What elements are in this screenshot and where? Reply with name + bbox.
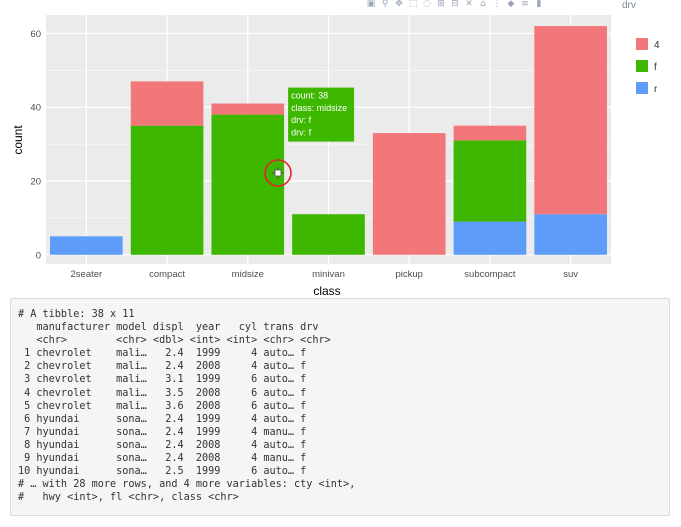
x-tick-label: pickup <box>395 269 422 280</box>
x-tick-label: minivan <box>312 269 345 280</box>
bar-chart: 0 20 40 60 2seater compact midsize minivan pick… <box>11 15 660 296</box>
lasso-icon[interactable]: ◌ <box>423 0 431 9</box>
bar-pickup-4[interactable] <box>372 133 446 255</box>
tooltip-line: drv: f <box>291 128 312 138</box>
spike-lines-icon[interactable]: ⋮ <box>492 0 502 9</box>
y-axis-title: count <box>11 125 25 155</box>
x-tick-label: suv <box>563 269 578 280</box>
legend-item-f[interactable]: f <box>636 60 657 73</box>
zoom-icon[interactable]: ⚲ <box>381 0 389 9</box>
bar-subcompact-f[interactable] <box>453 140 527 222</box>
hover-compare-icon[interactable]: ≡ <box>521 0 529 9</box>
tooltip-line: count: 38 <box>291 91 328 101</box>
console-line: # hwy <int>, fl <chr>, class <chr> <box>18 492 239 504</box>
bar-suv-r[interactable] <box>534 214 607 255</box>
console-line: # … with 28 more rows, and 4 more variab… <box>18 479 356 491</box>
legend-item-r[interactable]: r <box>636 82 658 95</box>
console-line: 6 hyundai sona… 2.4 1999 4 auto… f <box>18 413 307 425</box>
legend-title-fragment: drv <box>622 0 636 11</box>
console-line: 1 chevrolet mali… 2.4 1999 4 auto… f <box>18 348 307 360</box>
console-line: manufacturer model displ year cyl trans … <box>18 322 319 334</box>
plotly-logo-icon[interactable]: ▮ <box>536 0 542 9</box>
modebar: ▣ ⚲ ✥ ⬚ ◌ ⊞ ⊟ ✕ ⌂ ⋮ ◆ ≡ ▮ <box>366 0 544 10</box>
zoom-in-icon[interactable]: ⊞ <box>437 0 445 9</box>
y-tick-label: 0 <box>36 250 41 261</box>
bar-compact-4[interactable] <box>130 81 204 126</box>
tooltip-box <box>288 87 355 142</box>
legend-item-4[interactable]: 4 <box>636 38 660 51</box>
console-line: 8 hyundai sona… 2.4 2008 4 auto… f <box>18 439 307 451</box>
bar-compact-f[interactable] <box>130 125 204 255</box>
legend-label: 4 <box>654 40 660 51</box>
autoscale-icon[interactable]: ✕ <box>465 0 473 9</box>
x-tick-label: midsize <box>232 269 264 280</box>
bar-subcompact-r[interactable] <box>453 221 527 255</box>
console-line: 4 chevrolet mali… 3.5 2008 6 auto… f <box>18 387 307 399</box>
bar-suv-4[interactable] <box>534 26 607 215</box>
legend-label: r <box>654 84 658 95</box>
hover-tooltip: count: 38 class: midsize drv: f drv: f <box>288 87 355 142</box>
x-tick-label: 2seater <box>71 269 103 280</box>
tooltip-line: drv: f <box>291 115 312 125</box>
bar-midsize-4[interactable] <box>211 103 285 115</box>
y-tick-label: 60 <box>30 29 41 40</box>
console-line: <chr> <chr> <dbl> <int> <int> <chr> <chr… <box>18 335 331 347</box>
box-select-icon[interactable]: ⬚ <box>408 0 418 9</box>
legend[interactable]: 4 fr <box>636 38 660 95</box>
console-line: 5 chevrolet mali… 3.6 2008 6 auto… f <box>18 400 307 412</box>
legend-swatch <box>636 38 648 50</box>
y-tick-labels: 0 20 40 60 <box>30 29 41 261</box>
tibble-printout: # A tibble: 38 x 11 manufacturer model d… <box>11 299 669 504</box>
bar-minivan-f[interactable] <box>292 214 365 255</box>
bar-2seater-r[interactable] <box>50 236 123 255</box>
x-tick-label: compact <box>149 269 185 280</box>
console-line: # A tibble: 38 x 11 <box>18 309 135 320</box>
bar-subcompact-4[interactable] <box>453 125 527 141</box>
y-tick-label: 40 <box>30 103 41 114</box>
console-line: 3 chevrolet mali… 3.1 1999 6 auto… f <box>18 374 307 386</box>
x-axis-title: class <box>313 284 340 296</box>
hover-closest-icon[interactable]: ◆ <box>507 0 515 9</box>
bars[interactable] <box>50 26 607 255</box>
zoom-out-icon[interactable]: ⊟ <box>451 0 459 9</box>
legend-label: f <box>654 62 657 73</box>
legend-swatch <box>636 60 648 72</box>
tooltip-line: class: midsize <box>291 103 347 113</box>
crosshair-cursor-icon <box>264 159 292 187</box>
x-tick-labels: 2seater compact midsize minivan pickup subcom… <box>71 269 579 280</box>
x-tick-label: subcompact <box>464 269 516 280</box>
camera-icon[interactable]: ▣ <box>366 0 376 9</box>
legend-swatch <box>636 82 648 94</box>
console-line: 10 hyundai sona… 2.5 1999 6 auto… f <box>18 466 307 478</box>
home-icon[interactable]: ⌂ <box>480 0 486 9</box>
console-line: 2 chevrolet mali… 2.4 2008 4 auto… f <box>18 361 307 373</box>
console-output: # A tibble: 38 x 11 manufacturer model d… <box>10 298 670 516</box>
console-line: 9 hyundai sona… 2.4 2008 4 manu… f <box>18 453 307 465</box>
console-line: 7 hyundai sona… 2.4 1999 4 manu… f <box>18 426 307 438</box>
pan-icon[interactable]: ✥ <box>395 0 403 9</box>
y-tick-label: 20 <box>30 177 41 188</box>
